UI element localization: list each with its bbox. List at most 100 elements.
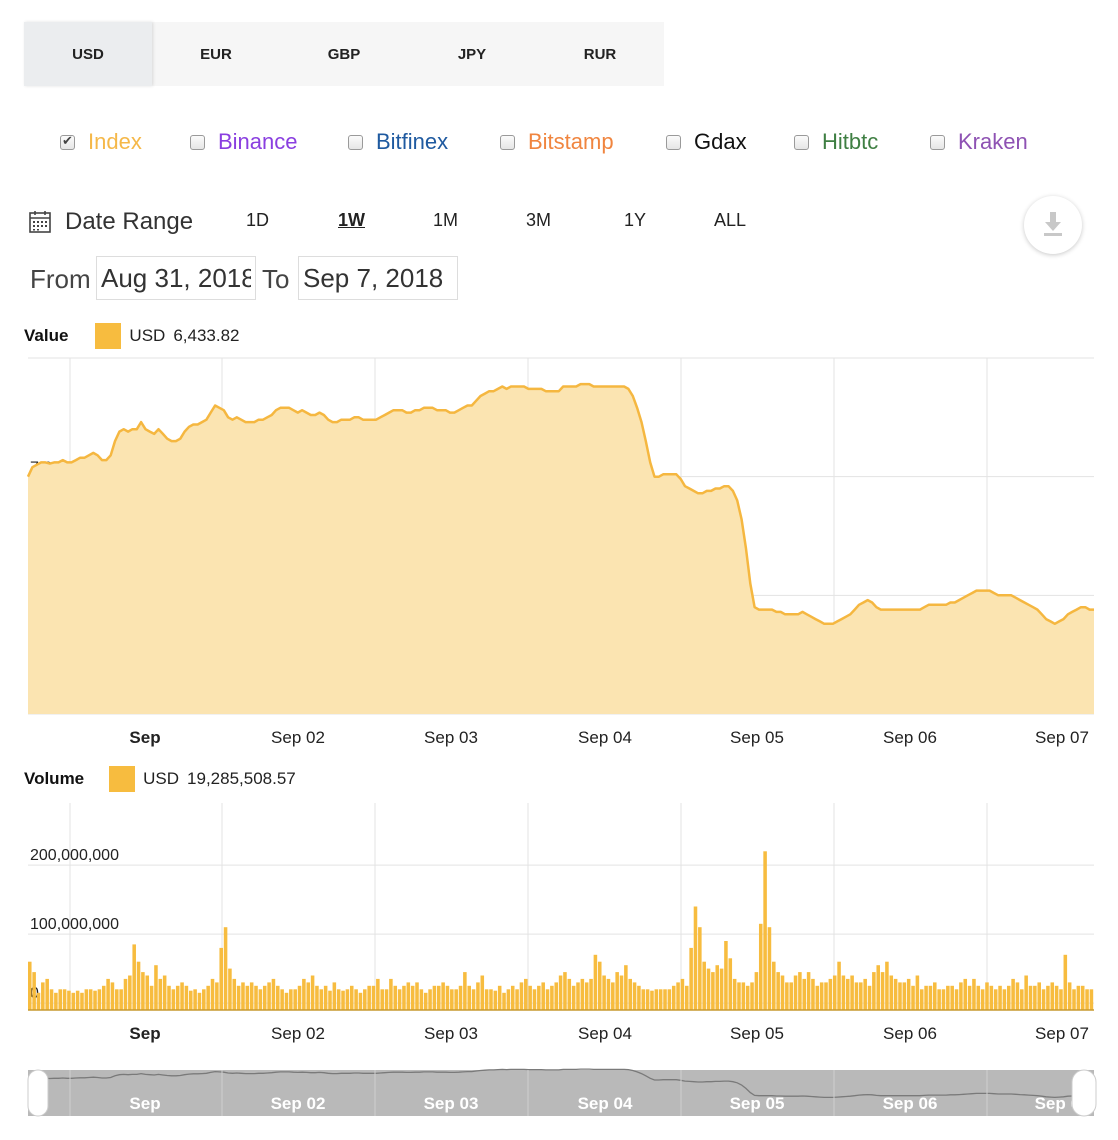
exchange-label-bitfinex: Bitfinex — [376, 129, 449, 154]
volume-bar — [132, 944, 136, 1010]
volume-bar — [785, 982, 789, 1010]
range-3m-button[interactable]: 3M — [526, 210, 552, 230]
volume-bar — [432, 985, 437, 1010]
checkbox-index[interactable] — [60, 133, 75, 150]
volume-bar — [576, 982, 580, 1010]
volume-bar — [924, 985, 928, 1010]
price-legend-series: USD — [129, 326, 166, 345]
volume-bar — [271, 978, 276, 1010]
volume-bar — [75, 990, 80, 1010]
tab-gbp[interactable]: GBP — [327, 45, 361, 63]
checkbox-bitfinex[interactable] — [348, 134, 363, 150]
volume-bar — [410, 985, 415, 1010]
tab-rur[interactable]: RUR — [583, 45, 617, 63]
volume-bar — [428, 989, 432, 1010]
volume-bar — [349, 985, 354, 1010]
checkbox-kraken[interactable] — [930, 134, 945, 150]
volume-bar — [184, 985, 189, 1010]
tab-jpy[interactable]: JPY — [457, 45, 487, 63]
volume-bar — [441, 982, 445, 1010]
volume-bar — [328, 990, 332, 1010]
volume-bar — [676, 982, 680, 1010]
volume-bar — [458, 985, 463, 1010]
volume-bar — [258, 989, 263, 1010]
navigator-handle-right — [1071, 1069, 1097, 1117]
volume-bar — [706, 968, 711, 1010]
volume-bar — [880, 972, 885, 1010]
exchange-bitfinex[interactable]: Bitfinex — [348, 122, 448, 162]
volume-bar — [876, 965, 880, 1010]
volume-x-tick-4: Sep 05 — [730, 1024, 784, 1043]
volume-bar — [445, 985, 450, 1010]
from-label: From — [30, 264, 91, 294]
price-legend: Value USD 6,433.82 — [24, 322, 240, 350]
volume-bar — [158, 978, 163, 1010]
volume-bar — [236, 985, 241, 1010]
navigator-tick-1: Sep 02 — [271, 1094, 326, 1113]
navigator-tick-2: Sep 03 — [424, 1094, 479, 1113]
exchange-label-kraken: Kraken — [958, 129, 1028, 154]
volume-bar — [471, 989, 476, 1010]
exchange-label-bitstamp: Bitstamp — [528, 129, 614, 154]
volume-bar — [480, 975, 485, 1010]
exchange-binance[interactable]: Binance — [190, 122, 298, 162]
volume-bar — [245, 985, 250, 1010]
range-1d-button[interactable]: 1D — [246, 210, 270, 230]
volume-bar — [1011, 978, 1015, 1010]
range-navigator[interactable]: Sep Sep 02 Sep 03 Sep 04 Sep 05 Sep 06 Sep 07 — [0, 1062, 1118, 1122]
checkbox-binance[interactable] — [190, 134, 205, 150]
volume-bar — [902, 982, 907, 1010]
checkbox-bitstamp[interactable] — [500, 134, 515, 150]
exchange-index[interactable]: Index — [60, 122, 142, 162]
from-date-input[interactable] — [96, 256, 256, 300]
volume-bar — [667, 989, 672, 1010]
volume-bar — [28, 961, 32, 1010]
volume-y-tick-2: 200,000,000 — [30, 847, 119, 864]
volume-bar — [380, 989, 384, 1010]
range-1y-button[interactable]: 1Y — [624, 210, 647, 230]
volume-bar — [732, 978, 737, 1010]
tab-eur[interactable]: EUR — [200, 45, 232, 63]
range-1m-button[interactable]: 1M — [433, 210, 459, 230]
volume-bar — [654, 989, 659, 1010]
volume-bar — [80, 992, 84, 1011]
volume-bar — [249, 982, 254, 1010]
tab-usd[interactable]: USD — [24, 22, 152, 86]
range-all-button[interactable]: ALL — [714, 210, 747, 230]
currency-tabs: USD EUR GBP JPY RUR — [24, 22, 664, 86]
checkbox-hitbtc[interactable] — [794, 134, 809, 150]
volume-bar — [106, 978, 110, 1010]
volume-bar — [615, 972, 619, 1010]
volume-bar — [832, 975, 837, 1010]
volume-bar — [641, 989, 646, 1010]
volume-bar — [1006, 985, 1011, 1010]
volume-bar — [141, 972, 145, 1010]
price-area — [28, 384, 1094, 714]
volume-bar — [363, 989, 367, 1010]
volume-bar — [1059, 989, 1063, 1010]
volume-bar — [776, 972, 780, 1010]
exchange-label-gdax: Gdax — [694, 129, 747, 154]
to-label: To — [262, 264, 290, 294]
range-1w-button[interactable]: 1W — [338, 210, 365, 230]
volume-bar — [45, 978, 49, 1010]
exchange-bitstamp[interactable]: Bitstamp — [500, 122, 614, 162]
volume-bar — [584, 982, 589, 1010]
volume-bar — [737, 982, 741, 1010]
volume-bar — [689, 947, 693, 1010]
price-x-tick-2: Sep 03 — [424, 728, 478, 747]
exchange-label-index: Index — [88, 129, 142, 154]
volume-bar — [67, 990, 71, 1010]
volume-bar — [976, 985, 981, 1010]
exchange-gdax[interactable]: Gdax — [666, 122, 747, 162]
price-x-tick-6: Sep 07 — [1035, 728, 1089, 747]
download-button[interactable] — [1024, 196, 1082, 254]
to-date-input[interactable] — [298, 256, 458, 300]
checkbox-gdax[interactable] — [666, 134, 681, 150]
volume-bar — [210, 978, 215, 1010]
volume-bar — [310, 975, 315, 1010]
exchange-kraken[interactable]: Kraken — [930, 122, 1028, 162]
exchange-hitbtc[interactable]: Hitbtc — [794, 122, 878, 162]
volume-bar — [802, 978, 807, 1010]
volume-bar — [1002, 989, 1007, 1010]
